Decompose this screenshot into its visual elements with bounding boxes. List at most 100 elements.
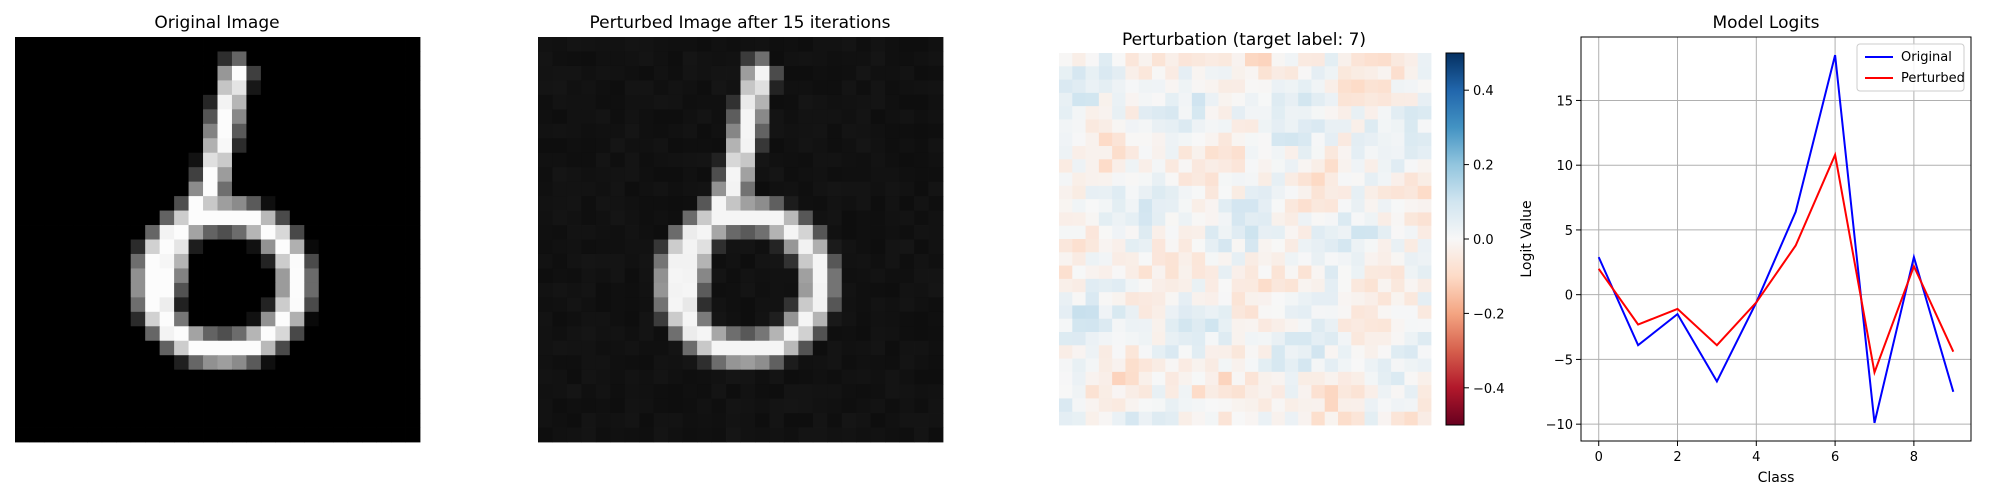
perturbation-pixel bbox=[1311, 132, 1326, 147]
perturbed-pixel bbox=[653, 384, 669, 399]
perturbed-pixel bbox=[711, 398, 727, 414]
original-pixel bbox=[87, 65, 103, 81]
perturbation-pixel bbox=[1231, 185, 1246, 200]
perturbation-pixel bbox=[1364, 132, 1379, 147]
perturbed-pixel bbox=[653, 94, 669, 110]
original-pixel bbox=[43, 80, 59, 96]
original-pixel bbox=[275, 109, 291, 125]
perturbation-pixel bbox=[1298, 185, 1312, 200]
perturbation-pixel bbox=[1404, 385, 1419, 399]
original-pixel bbox=[130, 181, 146, 197]
perturbation-pixel bbox=[1298, 172, 1312, 187]
original-pixel bbox=[347, 282, 363, 298]
original-pixel bbox=[318, 427, 334, 443]
perturbation-pixel bbox=[1404, 398, 1419, 413]
perturbed-pixel bbox=[769, 398, 785, 414]
original-pixel bbox=[347, 297, 363, 313]
perturbed-pixel bbox=[595, 413, 611, 428]
perturbation-pixel bbox=[1417, 119, 1432, 134]
perturbation-pixel bbox=[1152, 371, 1166, 386]
original-pixel bbox=[289, 282, 305, 298]
perturbation-pixel bbox=[1059, 53, 1073, 67]
perturbation-pixel bbox=[1245, 185, 1259, 200]
perturbation-pixel bbox=[1284, 385, 1299, 399]
perturbed-pixel bbox=[769, 253, 785, 269]
perturbation-pixel bbox=[1085, 53, 1100, 67]
perturbation-pixel bbox=[1404, 185, 1419, 200]
perturbed-pixel bbox=[653, 65, 669, 81]
perturbation-pixel bbox=[1059, 252, 1073, 266]
original-pixel bbox=[58, 80, 74, 96]
perturbed-pixel bbox=[595, 297, 611, 313]
perturbation-pixel bbox=[1245, 292, 1259, 306]
perturbed-pixel bbox=[624, 398, 640, 414]
original-pixel bbox=[246, 123, 262, 139]
original-pixel bbox=[72, 239, 88, 255]
perturbation-pixel bbox=[1271, 265, 1286, 280]
perturbation-pixel bbox=[1311, 106, 1326, 120]
perturbed-pixel bbox=[798, 239, 814, 255]
original-pixel bbox=[87, 340, 103, 356]
perturbation-pixel bbox=[1245, 172, 1259, 187]
perturbation-pixel bbox=[1205, 53, 1219, 67]
perturbation-pixel bbox=[1271, 318, 1286, 333]
original-pixel bbox=[405, 225, 421, 240]
perturbed-pixel bbox=[870, 239, 886, 255]
original-pixel bbox=[275, 51, 291, 67]
original-pixel bbox=[405, 253, 421, 269]
original-pixel bbox=[333, 297, 349, 313]
perturbed-pixel bbox=[899, 282, 915, 298]
original-pixel bbox=[145, 196, 161, 211]
original-pixel bbox=[130, 253, 146, 269]
perturbation-pixel bbox=[1178, 132, 1193, 147]
perturbed-pixel bbox=[653, 51, 669, 67]
perturbed-pixel bbox=[885, 65, 900, 81]
perturbed-pixel bbox=[827, 413, 843, 428]
perturbed-pixel bbox=[610, 181, 626, 197]
original-pixel bbox=[275, 413, 291, 428]
original-pixel bbox=[15, 80, 30, 96]
original-pixel bbox=[347, 398, 363, 414]
perturbed-pixel bbox=[668, 109, 684, 125]
perturbation-pixel bbox=[1218, 398, 1233, 413]
perturbation-pixel bbox=[1098, 185, 1113, 200]
perturbation-pixel bbox=[1085, 79, 1100, 94]
perturbed-pixel bbox=[885, 109, 900, 125]
perturbed-pixel bbox=[653, 282, 669, 298]
perturbation-pixel bbox=[1377, 92, 1392, 107]
original-pixel bbox=[231, 225, 247, 240]
original-pixel bbox=[333, 37, 349, 52]
perturbation-pixel bbox=[1391, 358, 1405, 373]
perturbation-pixel bbox=[1271, 398, 1286, 413]
colorbar-tick-label: −0.4 bbox=[1473, 382, 1505, 397]
original-pixel bbox=[15, 152, 30, 168]
perturbation-pixel bbox=[1377, 212, 1392, 227]
perturbation-pixel bbox=[1338, 305, 1352, 320]
perturbation-pixel bbox=[1085, 172, 1100, 187]
logits-x-axis-label: Class bbox=[1758, 470, 1795, 486]
perturbation-pixel bbox=[1098, 305, 1113, 320]
perturbed-pixel bbox=[885, 152, 900, 168]
perturbation-pixel bbox=[1258, 79, 1272, 94]
original-pixel bbox=[116, 282, 132, 298]
perturbation-pixel bbox=[1377, 185, 1392, 200]
perturbed-pixel bbox=[697, 109, 712, 125]
perturbed-pixel bbox=[856, 340, 872, 356]
perturbation-pixel bbox=[1377, 371, 1392, 386]
perturbation-pixel bbox=[1085, 92, 1100, 107]
original-pixel bbox=[101, 138, 117, 154]
perturbed-pixel bbox=[653, 268, 669, 284]
original-pixel bbox=[130, 152, 146, 168]
original-pixel bbox=[318, 65, 334, 81]
perturbed-pixel bbox=[538, 427, 553, 443]
perturbation-pixel bbox=[1205, 225, 1219, 240]
original-pixel bbox=[174, 253, 189, 269]
original-pixel bbox=[289, 138, 305, 154]
perturbed-pixel bbox=[726, 181, 741, 197]
original-pixel bbox=[87, 123, 103, 139]
perturbation-pixel bbox=[1311, 305, 1326, 320]
perturbation-pixel bbox=[1351, 132, 1365, 147]
original-pixel bbox=[246, 51, 262, 67]
perturbation-pixel bbox=[1205, 252, 1219, 266]
original-pixel bbox=[376, 37, 392, 52]
